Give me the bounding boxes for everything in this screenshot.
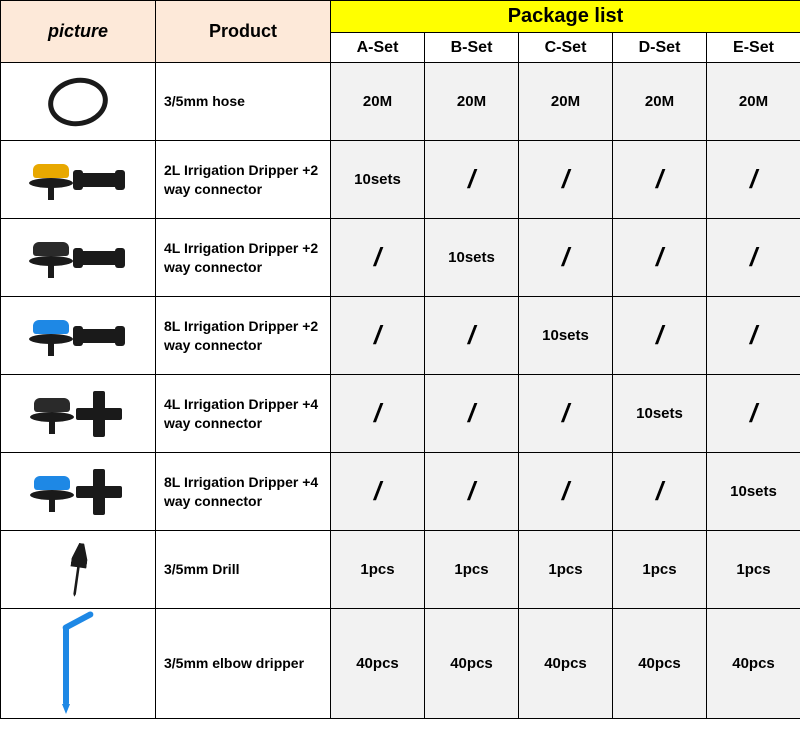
dripper-blue-icon — [34, 472, 70, 512]
connector-2way-icon — [75, 251, 123, 265]
table-row: 8L Irrigation Dripper +2 way connector//… — [1, 297, 800, 375]
value-cell: / — [707, 219, 800, 297]
value-cell: / — [331, 375, 425, 453]
connector-2way-icon — [75, 329, 123, 343]
value-cell: 40pcs — [519, 609, 613, 719]
value-cell: / — [519, 219, 613, 297]
picture-cell — [1, 375, 156, 453]
value-cell: / — [707, 375, 800, 453]
dripper-yellow-icon — [33, 160, 69, 200]
picture-cell — [1, 531, 156, 609]
value-cell: / — [707, 141, 800, 219]
picture-cell — [1, 609, 156, 719]
value-cell: 1pcs — [331, 531, 425, 609]
value-cell: 1pcs — [707, 531, 800, 609]
value-cell: / — [613, 141, 707, 219]
table-row: 3/5mm hose20M20M20M20M20M — [1, 63, 800, 141]
picture-cell — [1, 453, 156, 531]
value-cell: 1pcs — [613, 531, 707, 609]
value-cell: 10sets — [707, 453, 800, 531]
value-cell: 40pcs — [707, 609, 800, 719]
value-cell: / — [331, 453, 425, 531]
hose-icon — [44, 73, 111, 131]
value-cell: / — [425, 297, 519, 375]
picture-cell — [1, 219, 156, 297]
header-set-a: A-Set — [331, 33, 425, 63]
value-cell: / — [707, 297, 800, 375]
value-cell: / — [425, 141, 519, 219]
table-row: 3/5mm Drill1pcs1pcs1pcs1pcs1pcs — [1, 531, 800, 609]
value-cell: 20M — [331, 63, 425, 141]
picture-cell — [1, 141, 156, 219]
picture-cell — [1, 297, 156, 375]
value-cell: 40pcs — [425, 609, 519, 719]
value-cell: 10sets — [331, 141, 425, 219]
product-cell: 3/5mm hose — [156, 63, 331, 141]
connector-4way-icon — [76, 391, 122, 437]
table: picture Product Package list A-Set B-Set… — [0, 0, 800, 719]
table-body: 3/5mm hose20M20M20M20M20M2L Irrigation D… — [1, 63, 800, 719]
dripper-black-icon — [34, 394, 70, 434]
product-cell: 4L Irrigation Dripper +4 way connector — [156, 375, 331, 453]
value-cell: / — [331, 219, 425, 297]
table-row: 3/5mm elbow dripper40pcs40pcs40pcs40pcs4… — [1, 609, 800, 719]
value-cell: 20M — [707, 63, 800, 141]
dripper-blue-icon — [33, 316, 69, 356]
value-cell: 10sets — [613, 375, 707, 453]
header-set-c: C-Set — [519, 33, 613, 63]
header-package-list: Package list — [331, 1, 800, 33]
product-cell: 4L Irrigation Dripper +2 way connector — [156, 219, 331, 297]
value-cell: / — [519, 453, 613, 531]
drill-icon — [66, 542, 89, 598]
header-set-e: E-Set — [707, 33, 800, 63]
header-set-d: D-Set — [613, 33, 707, 63]
value-cell: 20M — [613, 63, 707, 141]
header-set-b: B-Set — [425, 33, 519, 63]
header-product: Product — [156, 1, 331, 63]
value-cell: / — [519, 141, 613, 219]
table-header: picture Product Package list A-Set B-Set… — [1, 1, 800, 63]
value-cell: / — [519, 375, 613, 453]
value-cell: / — [331, 297, 425, 375]
connector-2way-icon — [75, 173, 123, 187]
table-row: 8L Irrigation Dripper +4 way connector//… — [1, 453, 800, 531]
value-cell: 40pcs — [331, 609, 425, 719]
value-cell: / — [425, 453, 519, 531]
table-row: 2L Irrigation Dripper +2 way connector10… — [1, 141, 800, 219]
value-cell: / — [613, 297, 707, 375]
product-cell: 2L Irrigation Dripper +2 way connector — [156, 141, 331, 219]
value-cell: 1pcs — [519, 531, 613, 609]
product-cell: 3/5mm Drill — [156, 531, 331, 609]
value-cell: 20M — [519, 63, 613, 141]
value-cell: / — [425, 375, 519, 453]
value-cell: 1pcs — [425, 531, 519, 609]
product-cell: 3/5mm elbow dripper — [156, 609, 331, 719]
value-cell: 20M — [425, 63, 519, 141]
product-cell: 8L Irrigation Dripper +2 way connector — [156, 297, 331, 375]
connector-4way-icon — [76, 469, 122, 515]
package-comparison-table: picture Product Package list A-Set B-Set… — [0, 0, 800, 719]
table-row: 4L Irrigation Dripper +4 way connector//… — [1, 375, 800, 453]
header-picture: picture — [1, 1, 156, 63]
product-cell: 8L Irrigation Dripper +4 way connector — [156, 453, 331, 531]
value-cell: / — [613, 219, 707, 297]
value-cell: / — [613, 453, 707, 531]
table-row: 4L Irrigation Dripper +2 way connector/1… — [1, 219, 800, 297]
dripper-black-icon — [33, 238, 69, 278]
value-cell: 10sets — [425, 219, 519, 297]
elbow-dripper-icon — [55, 622, 101, 706]
value-cell: 40pcs — [613, 609, 707, 719]
value-cell: 10sets — [519, 297, 613, 375]
picture-cell — [1, 63, 156, 141]
